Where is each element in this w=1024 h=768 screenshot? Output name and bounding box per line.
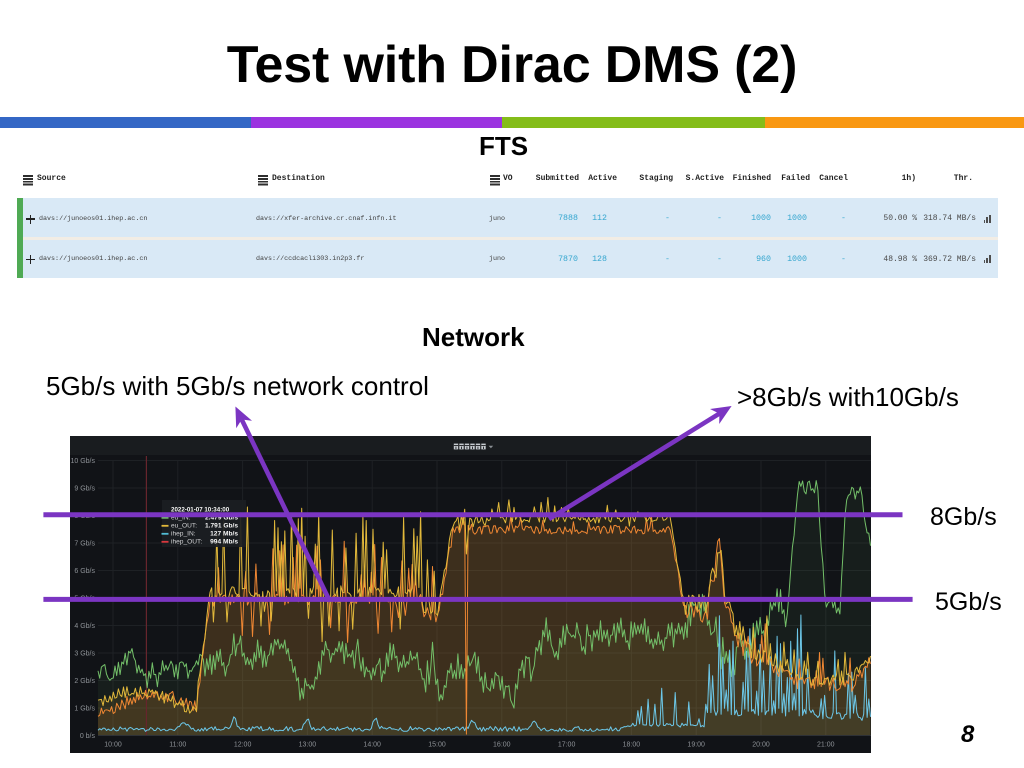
svg-text:10:00: 10:00 xyxy=(104,742,122,749)
svg-text:18:00: 18:00 xyxy=(623,742,641,749)
svg-text:15:00: 15:00 xyxy=(428,742,446,749)
svg-text:2 Gb/s: 2 Gb/s xyxy=(74,678,95,685)
svg-text:20:00: 20:00 xyxy=(752,742,770,749)
svg-text:10 Gb/s: 10 Gb/s xyxy=(70,458,95,465)
svg-text:14:00: 14:00 xyxy=(363,742,381,749)
svg-text:11:00: 11:00 xyxy=(169,742,186,749)
svg-text:3 Gb/s: 3 Gb/s xyxy=(74,651,95,658)
svg-text:1.791 Gb/s: 1.791 Gb/s xyxy=(205,523,238,530)
svg-text:7 Gb/s: 7 Gb/s xyxy=(74,541,95,548)
svg-text:127 Mb/s: 127 Mb/s xyxy=(210,531,238,538)
svg-text:ihep_IN:: ihep_IN: xyxy=(171,531,196,538)
svg-text:eu_OUT:: eu_OUT: xyxy=(171,523,197,530)
svg-text:eu_IN:: eu_IN: xyxy=(171,515,191,522)
svg-text:13:00: 13:00 xyxy=(299,742,317,749)
svg-text:12:00: 12:00 xyxy=(234,742,252,749)
svg-text:5 Gb/s: 5 Gb/s xyxy=(74,596,95,603)
svg-text:17:00: 17:00 xyxy=(558,742,576,749)
svg-text:2.479 Gb/s: 2.479 Gb/s xyxy=(205,515,238,522)
svg-text:19:00: 19:00 xyxy=(687,742,705,749)
svg-text:0 b/s: 0 b/s xyxy=(80,733,96,740)
svg-text:4 Gb/s: 4 Gb/s xyxy=(74,623,95,630)
svg-text:8 Gb/s: 8 Gb/s xyxy=(74,513,95,520)
svg-text:2022-01-07 10:34:00: 2022-01-07 10:34:00 xyxy=(171,507,230,514)
svg-text:16:00: 16:00 xyxy=(493,742,511,749)
svg-text:9 Gb/s: 9 Gb/s xyxy=(74,486,95,493)
svg-text:21:00: 21:00 xyxy=(817,742,835,749)
svg-text:6 Gb/s: 6 Gb/s xyxy=(74,568,95,575)
svg-text:1 Gb/s: 1 Gb/s xyxy=(74,706,95,713)
svg-text:994 Mb/s: 994 Mb/s xyxy=(210,539,238,546)
svg-text:ihep_OUT:: ihep_OUT: xyxy=(171,539,202,546)
